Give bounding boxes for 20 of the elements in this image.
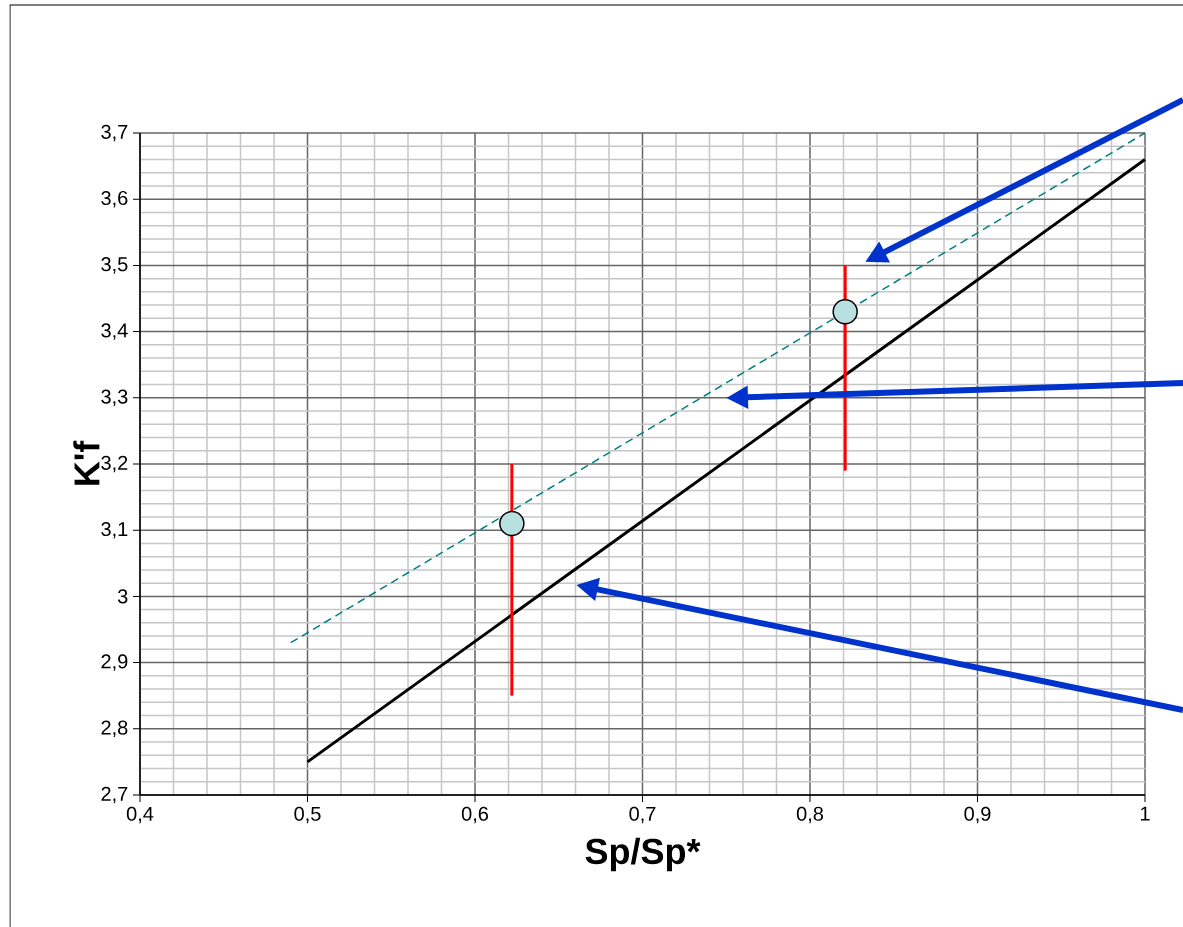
y-tick-label: 3,7 <box>101 124 128 142</box>
x-tick-label: 0,7 <box>629 806 656 824</box>
y-tick-label: 3,5 <box>101 257 128 274</box>
y-tick-label: 2,8 <box>101 720 128 738</box>
y-tick-label: 3 <box>117 589 128 604</box>
y-tick-label: 3,2 <box>101 455 128 473</box>
x-tick-label: 0,9 <box>964 806 991 824</box>
y-tick-label: 3,1 <box>101 521 128 539</box>
y-tick-label: 2,9 <box>101 654 128 671</box>
y-tick-label: 3,6 <box>101 190 128 208</box>
y-tick-label: 2,7 <box>101 786 128 804</box>
y-tick-label: 3,4 <box>101 323 128 340</box>
x-tick-label: 1 <box>1140 806 1150 821</box>
x-tick-label: 0,4 <box>126 806 154 824</box>
x-tick-label: 0,5 <box>294 806 321 824</box>
x-axis-title: Sp/Sp* <box>585 837 701 872</box>
x-tick-label: 0,6 <box>461 806 489 824</box>
x-tick-label: 0,8 <box>796 806 824 824</box>
y-tick-label: 3,3 <box>101 389 128 407</box>
y-axis-title: K'f <box>73 440 100 485</box>
